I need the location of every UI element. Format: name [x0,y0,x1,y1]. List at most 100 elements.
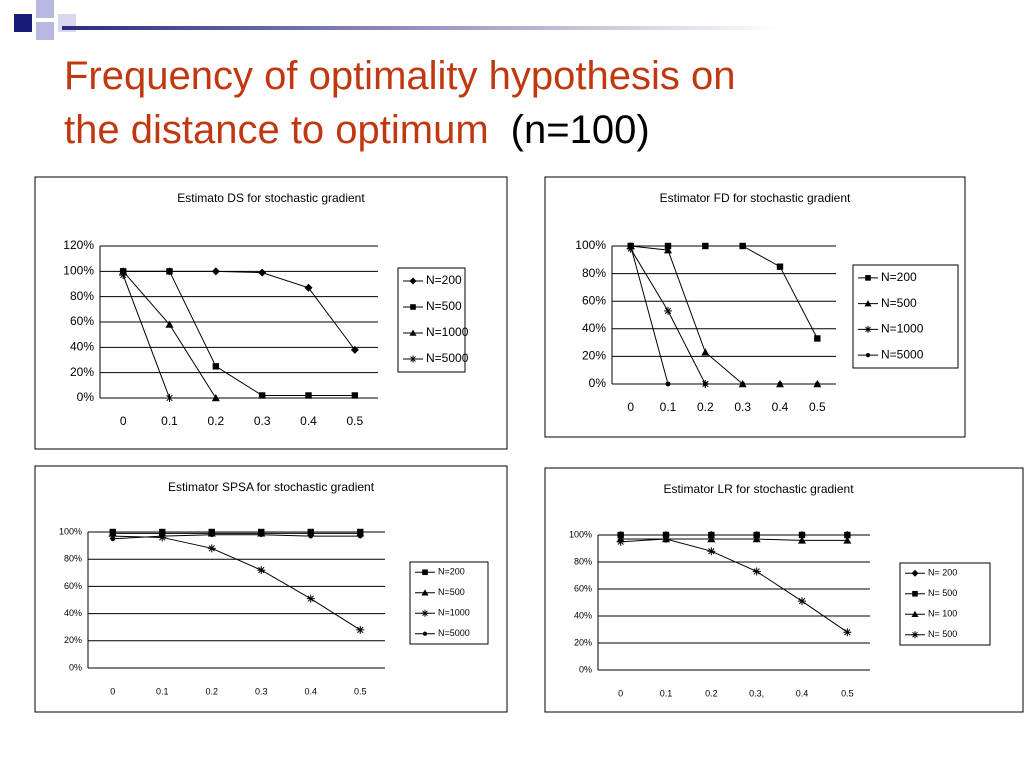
legend-marker [409,277,417,285]
legend-marker [422,631,428,636]
legend-label: N=1000 [426,325,469,339]
series-line [620,538,848,633]
legend-marker [864,325,872,333]
data-point [844,531,851,539]
data-point [701,348,710,356]
legend-marker [421,609,429,617]
data-point [628,243,634,249]
y-tick-label: 60% [64,581,82,591]
y-tick-label: 80% [582,266,606,280]
series-line [112,535,361,631]
legend-label: N=5000 [438,628,470,638]
x-tick-label: 0.3 [254,414,271,428]
data-point [707,547,716,556]
y-tick-label: 20% [64,635,82,645]
data-point [662,531,670,539]
y-tick-label: 40% [70,340,94,354]
data-point [777,381,783,387]
data-point [814,335,821,342]
legend-label: N=500 [438,587,465,597]
legend-label: N=5000 [881,347,924,361]
y-tick-label: 40% [582,321,606,335]
x-tick-label: 0.4 [772,400,789,414]
legend-label: N=1000 [881,322,924,336]
y-tick-label: 120% [63,238,94,252]
y-tick-label: 100% [575,238,606,252]
legend-label: N=500 [881,296,917,310]
data-point [662,535,670,544]
legend-label: N= 200 [928,568,957,578]
data-point [165,394,174,402]
x-tick-label: 0.3, [749,688,764,698]
y-tick-label: 100% [59,526,82,536]
chart-title: Estimato DS for stochastic gradient [177,191,365,205]
data-point [258,392,266,399]
y-tick-label: 80% [64,554,82,564]
data-point [664,306,672,315]
y-tick-label: 0% [579,664,592,674]
data-point [702,381,708,387]
data-point [616,537,625,546]
data-point [814,381,820,387]
y-tick-label: 40% [64,608,82,618]
data-point [159,533,165,539]
legend-marker [911,569,919,577]
title-line: the distance to optimum [64,108,489,152]
x-tick-label: 0.3 [255,686,268,696]
legend-label: N=200 [881,270,917,284]
series-line [630,245,818,339]
chart-frame [34,465,508,713]
legend-marker [409,329,417,336]
data-point [209,532,215,538]
data-point [308,533,314,539]
legend-box [852,264,959,369]
series-line [630,248,706,385]
data-point [617,531,624,539]
series-line [112,534,361,540]
y-tick-label: 0% [589,376,607,390]
data-point [305,392,312,399]
x-tick-label: 0.5 [809,400,826,414]
y-tick-label: 60% [582,293,606,307]
data-point [798,597,806,606]
y-tick-label: 0% [69,662,82,672]
legend-marker [422,569,428,576]
title-suffix: (n=100) [511,108,650,152]
legend-marker [409,355,417,363]
y-tick-label: 100% [63,264,94,278]
x-tick-label: 0 [618,688,623,698]
chart-frame [544,467,1024,713]
data-point [702,242,709,250]
legend-label: N=200 [438,567,465,577]
y-tick-label: 60% [574,583,592,593]
x-tick-label: 0.5 [841,688,854,698]
x-tick-label: 0.2 [705,688,718,698]
x-tick-label: 0.1 [660,400,677,414]
chart-frame [34,176,508,450]
y-tick-label: 0% [77,390,95,404]
series-line [123,270,355,396]
legend-label: N=5000 [426,351,469,365]
legend-marker [911,610,919,618]
data-point [664,246,672,254]
data-point [776,263,784,270]
data-point [664,242,672,250]
series-line [630,245,818,385]
legend-box [397,267,466,373]
data-point [212,363,220,370]
y-tick-label: 20% [574,637,592,647]
y-tick-label: 20% [70,365,94,379]
data-point [351,392,359,399]
legend-label: N=1000 [438,608,470,618]
series-line [630,245,818,385]
data-point [304,283,313,292]
legend-marker [912,590,918,597]
data-point [257,566,266,575]
data-point [207,544,216,553]
data-point [739,242,746,250]
legend-marker [865,275,871,281]
legend-box [409,561,489,645]
x-tick-label: 0.1 [660,688,673,698]
data-point [306,594,315,603]
